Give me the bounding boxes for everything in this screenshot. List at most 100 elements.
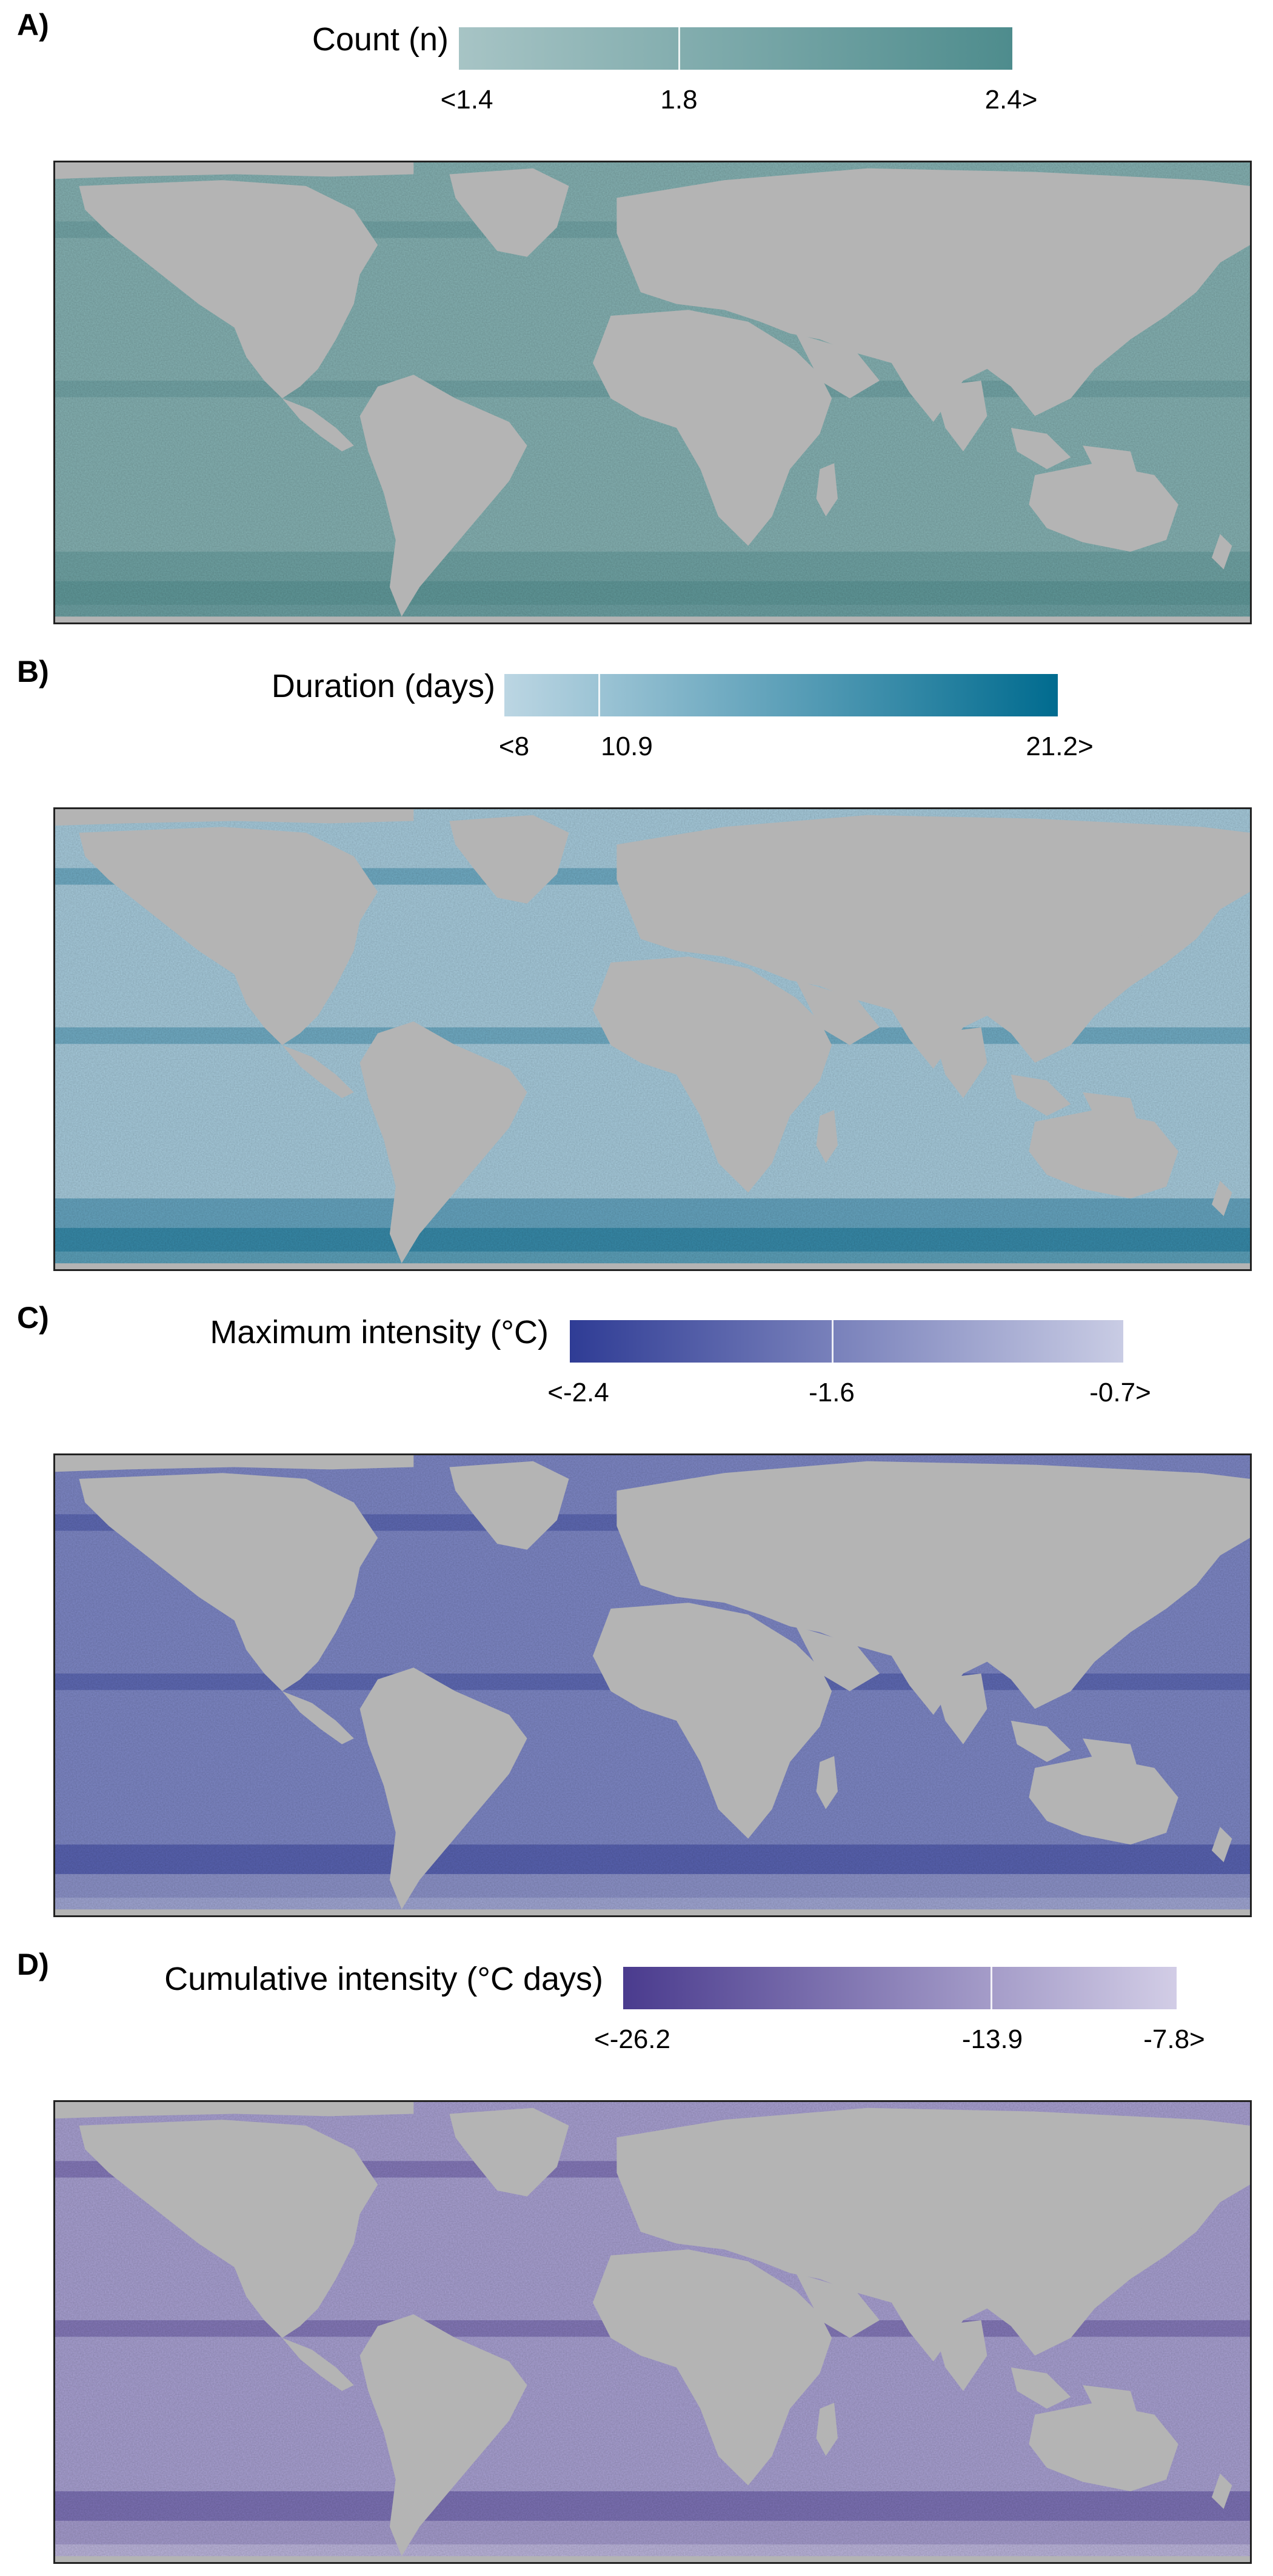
landmass (1211, 2474, 1232, 2509)
landmass (1211, 1827, 1232, 1863)
colorbar (459, 27, 1012, 70)
landmass (616, 815, 1250, 1069)
landmass (79, 827, 378, 1046)
landmass (1011, 2367, 1071, 2409)
landmass (1136, 1573, 1161, 1621)
landmass (282, 1691, 354, 1744)
landmass (616, 1461, 1250, 1715)
landmass (592, 956, 832, 1193)
landmass (592, 1603, 832, 1839)
landmass (816, 1110, 838, 1163)
map-svg (55, 1455, 1250, 1915)
landmass (55, 616, 1250, 622)
landmass (816, 463, 838, 516)
landmass (359, 375, 527, 617)
colorbar-tick (678, 27, 680, 70)
landmass (933, 381, 987, 452)
landmass (55, 2556, 1250, 2562)
panel-duration: B) Duration (days) <8 10.9 21.2> (0, 647, 1273, 1283)
tick-label-mid: 1.8 (660, 85, 698, 115)
landmass (646, 2172, 665, 2203)
landmass (816, 1756, 838, 1809)
colorbar-tick (832, 1320, 834, 1363)
map-svg (55, 162, 1250, 622)
landmass (55, 1263, 1250, 1269)
landmass (449, 2107, 569, 2197)
landmass (592, 2249, 832, 2486)
world-map (53, 2100, 1252, 2564)
legend-title: Count (n) (312, 21, 449, 58)
colorbar-tick (991, 1967, 992, 2009)
panel-max-intensity: C) Maximum intensity (°C) <-2.4 -1.6 -0.… (0, 1293, 1273, 1929)
landmass (282, 1045, 354, 1098)
map-svg (55, 2102, 1250, 2562)
tick-label-low: <1.4 (440, 85, 493, 115)
landmass (359, 2314, 527, 2557)
landmass (933, 1027, 987, 1098)
landmass (1211, 1181, 1232, 1216)
legend-title: Duration (days) (271, 668, 495, 704)
landmass (1011, 1074, 1071, 1116)
landmass (359, 1021, 527, 1264)
landmass (1136, 280, 1161, 328)
panel-label: A) (17, 8, 49, 42)
landmass (79, 2120, 378, 2338)
landmass (796, 2273, 880, 2338)
landmass (79, 180, 378, 399)
landmass (796, 333, 880, 399)
landmass (796, 980, 880, 1046)
landmass (55, 1909, 1250, 1915)
panel-count: A) Count (n) <1.4 1.8 2.4> (0, 0, 1273, 636)
landmass (1029, 2403, 1178, 2492)
landmass (933, 2320, 987, 2391)
tick-label-high: 2.4> (984, 85, 1038, 115)
landmass (592, 310, 832, 546)
landmass (55, 162, 414, 179)
landmass (933, 1673, 987, 1744)
landmass (55, 1455, 414, 1472)
landmass (55, 2102, 414, 2119)
tick-label-mid: -13.9 (961, 2024, 1023, 2054)
world-map (53, 1453, 1252, 1917)
colorbar (504, 674, 1058, 716)
landmass (449, 1461, 569, 1550)
landmass (359, 1667, 527, 1910)
landmass (616, 2107, 1250, 2362)
landmass (1029, 1110, 1178, 1199)
colorbar (623, 1967, 1177, 2009)
landmass (1136, 2220, 1161, 2267)
panel-label: B) (17, 655, 49, 689)
tick-label-low: <-26.2 (594, 2024, 670, 2054)
landmass (646, 1526, 665, 1556)
landmass (282, 398, 354, 452)
landmass (1029, 463, 1178, 552)
landmass (796, 1626, 880, 1692)
landmass (1011, 1720, 1071, 1762)
world-map (53, 807, 1252, 1271)
tick-label-low: <-2.4 (547, 1378, 609, 1407)
landmass (449, 168, 569, 257)
panel-cumulative-intensity: D) Cumulative intensity (°C days) <-26.2… (0, 1940, 1273, 2576)
panel-label: C) (17, 1301, 49, 1335)
tick-label-mid: 10.9 (601, 732, 653, 761)
landmass (79, 1473, 378, 1692)
landmass (816, 2403, 838, 2456)
landmass (282, 2338, 354, 2391)
tick-label-mid: -1.6 (809, 1378, 855, 1407)
landmass (1029, 1756, 1178, 1845)
landmass (449, 815, 569, 904)
landmass (1011, 427, 1071, 469)
map-svg (55, 809, 1250, 1269)
tick-label-high: -7.8> (1143, 2024, 1205, 2054)
legend-title: Cumulative intensity (°C days) (164, 1961, 603, 1997)
panel-label: D) (17, 1947, 49, 1981)
landmass (646, 233, 665, 263)
landmass (55, 809, 414, 826)
tick-label-high: 21.2> (1026, 732, 1094, 761)
tick-label-low: <8 (498, 732, 530, 761)
legend-title: Maximum intensity (°C) (210, 1314, 549, 1350)
landmass (646, 879, 665, 910)
world-map (53, 161, 1252, 624)
colorbar (570, 1320, 1123, 1363)
landmass (1211, 534, 1232, 570)
